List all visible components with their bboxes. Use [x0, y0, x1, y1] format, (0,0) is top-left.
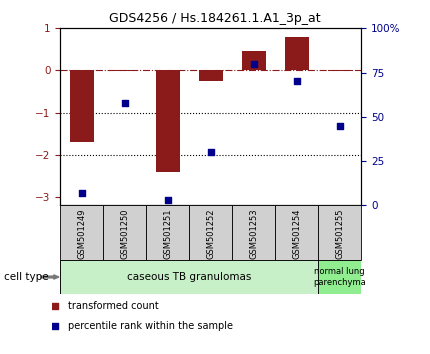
Text: GSM501253: GSM501253: [249, 208, 258, 259]
Point: [293, 79, 300, 84]
Text: GDS4256 / Hs.184261.1.A1_3p_at: GDS4256 / Hs.184261.1.A1_3p_at: [109, 12, 321, 25]
Text: caseous TB granulomas: caseous TB granulomas: [127, 272, 252, 282]
Text: GSM501251: GSM501251: [163, 208, 172, 258]
Bar: [146, 205, 189, 260]
Bar: [156, 70, 179, 172]
Point: [264, 248, 271, 253]
Text: cell type: cell type: [4, 272, 49, 282]
Point: [264, 71, 271, 76]
Bar: [113, 70, 137, 71]
Point: [250, 61, 257, 67]
Bar: [275, 205, 318, 260]
Bar: [232, 205, 275, 260]
Bar: [199, 70, 223, 81]
Bar: [318, 260, 361, 294]
Bar: [103, 205, 146, 260]
Point: [121, 100, 128, 105]
Text: GSM501250: GSM501250: [120, 208, 129, 258]
Text: GSM501252: GSM501252: [206, 208, 215, 258]
Point: [207, 149, 214, 155]
Text: normal lung
parenchyma: normal lung parenchyma: [313, 267, 366, 287]
Bar: [189, 205, 232, 260]
Text: GSM501255: GSM501255: [335, 208, 344, 258]
Text: GSM501249: GSM501249: [77, 208, 86, 258]
Bar: [318, 205, 361, 260]
Point: [336, 123, 343, 129]
Bar: [60, 260, 318, 294]
Text: GSM501254: GSM501254: [292, 208, 301, 258]
Bar: [242, 51, 266, 70]
Point: [78, 190, 85, 196]
Bar: [328, 70, 351, 71]
Text: percentile rank within the sample: percentile rank within the sample: [68, 321, 233, 331]
Bar: [60, 205, 103, 260]
Bar: [285, 37, 308, 70]
Point: [164, 197, 171, 203]
Bar: [70, 70, 94, 142]
Text: transformed count: transformed count: [68, 301, 159, 311]
